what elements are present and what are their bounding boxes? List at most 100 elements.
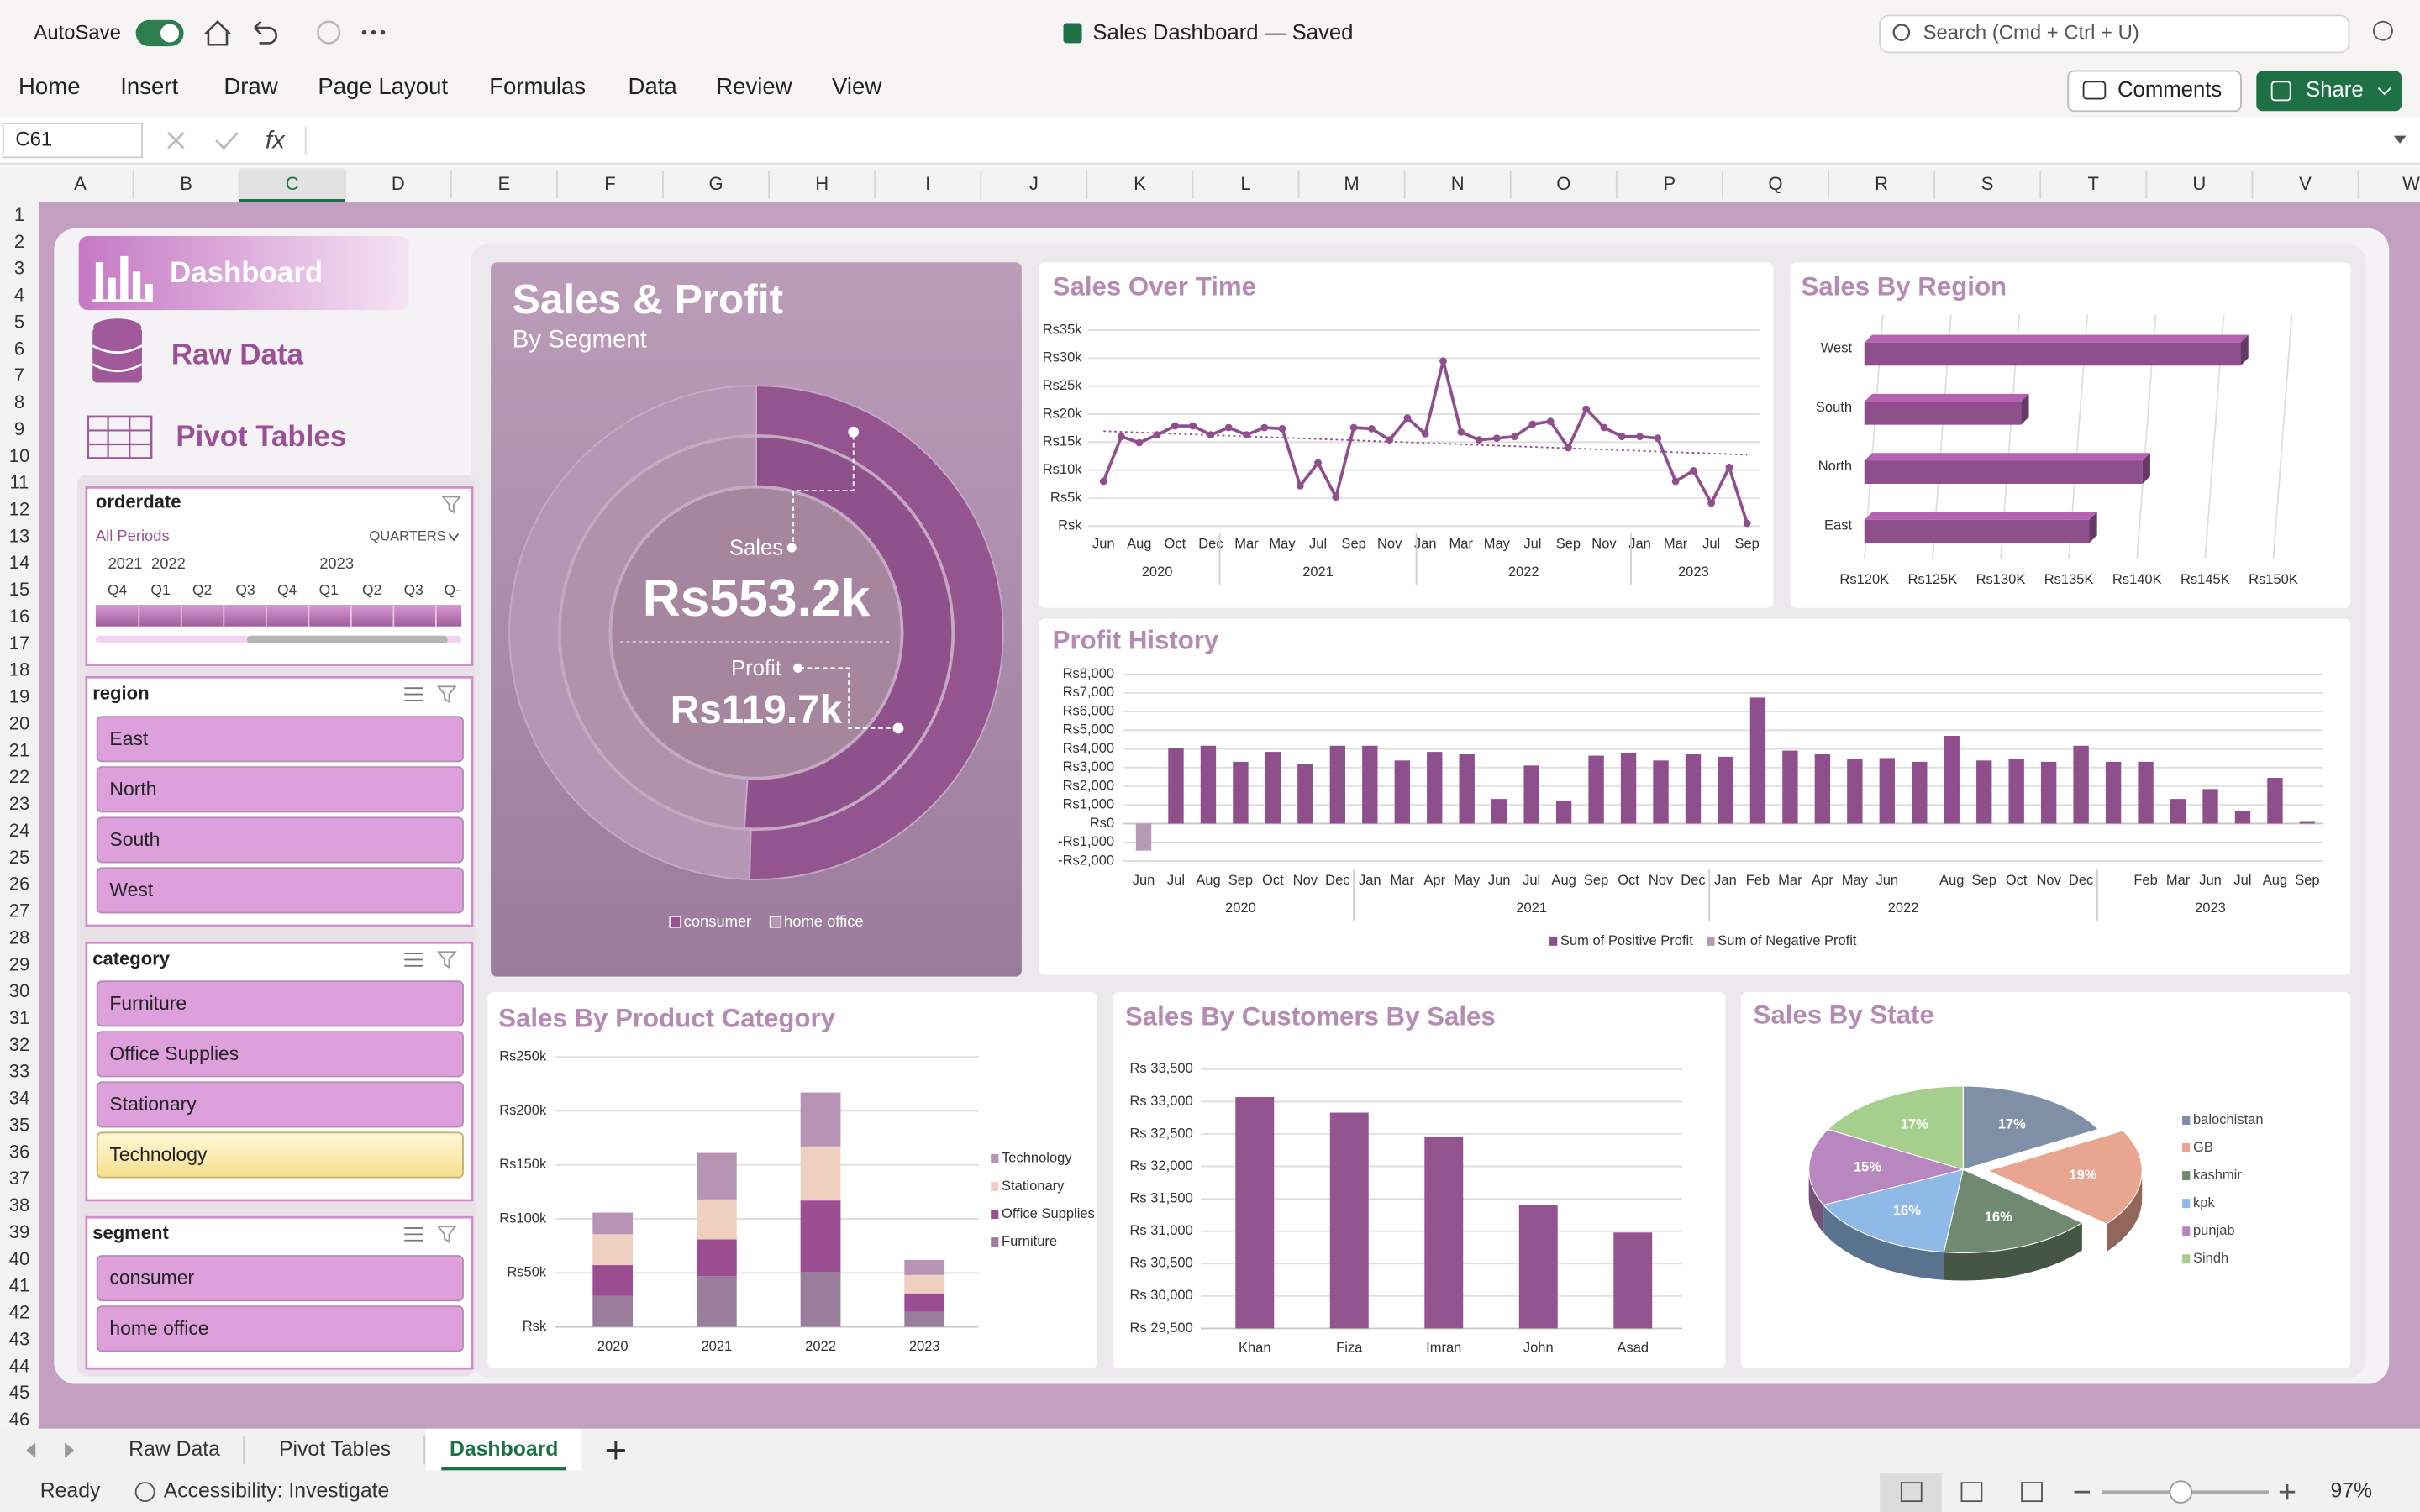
column-header[interactable]: K — [1134, 173, 1146, 194]
slicer-item[interactable] — [96, 1031, 464, 1078]
row-header[interactable]: 22 — [9, 766, 30, 787]
column-header[interactable]: L — [1240, 173, 1250, 194]
row-header[interactable]: 20 — [9, 712, 30, 733]
row-header[interactable]: 18 — [9, 659, 30, 680]
slicer-item[interactable] — [96, 1131, 464, 1179]
column-header[interactable]: G — [708, 173, 723, 194]
column-header[interactable]: D — [392, 173, 405, 194]
row-header[interactable]: 28 — [9, 927, 30, 948]
row-header[interactable]: 7 — [14, 365, 24, 386]
search-box[interactable] — [1879, 14, 2350, 54]
slicer-item[interactable] — [96, 816, 464, 864]
sheet-tab[interactable]: Dashboard — [450, 1438, 558, 1461]
column-header[interactable]: P — [1664, 173, 1676, 194]
ribbon-tab[interactable]: Review — [716, 73, 792, 99]
row-header[interactable]: 1 — [14, 204, 24, 225]
timeline-thumb[interactable] — [246, 635, 448, 643]
clear-filter-icon[interactable] — [436, 1226, 457, 1244]
row-header[interactable]: 37 — [9, 1168, 30, 1189]
column-header[interactable]: F — [604, 173, 615, 194]
row-header[interactable]: 2 — [14, 231, 24, 252]
row-header[interactable]: 31 — [9, 1007, 30, 1028]
row-header[interactable]: 26 — [9, 874, 30, 895]
row-header[interactable]: 10 — [9, 445, 30, 466]
row-header[interactable]: 9 — [14, 418, 24, 439]
row-header[interactable]: 19 — [9, 686, 30, 707]
sheet-tab[interactable]: Raw Data — [129, 1438, 220, 1461]
undo-icon[interactable] — [254, 20, 278, 45]
row-header[interactable]: 35 — [9, 1114, 30, 1135]
column-header[interactable]: H — [815, 173, 829, 194]
row-header[interactable]: 45 — [9, 1382, 30, 1403]
row-header[interactable]: 46 — [9, 1409, 30, 1430]
column-header[interactable]: Q — [1768, 173, 1782, 194]
row-header[interactable]: 8 — [14, 391, 24, 412]
row-header[interactable]: 40 — [9, 1248, 30, 1269]
home-icon[interactable] — [204, 19, 231, 46]
column-header[interactable]: T — [2088, 173, 2099, 194]
account-icon[interactable] — [2372, 20, 2393, 41]
slicer-item[interactable] — [96, 980, 464, 1027]
row-header[interactable]: 44 — [9, 1355, 30, 1376]
timeline-bar[interactable] — [95, 605, 462, 627]
column-header[interactable]: O — [1556, 173, 1570, 194]
column-header[interactable]: M — [1344, 173, 1359, 194]
column-header[interactable]: N — [1451, 173, 1465, 194]
row-header[interactable]: 11 — [10, 472, 29, 493]
timeline-level[interactable]: QUARTERS — [369, 528, 445, 544]
view-icon[interactable] — [1960, 1482, 1983, 1503]
sheet-tab[interactable]: Pivot Tables — [279, 1438, 391, 1461]
view-normal[interactable] — [1880, 1473, 1942, 1512]
column-header[interactable]: J — [1029, 173, 1039, 194]
comments-button[interactable] — [2067, 70, 2242, 113]
row-header[interactable]: 27 — [9, 900, 30, 921]
slicer-item[interactable] — [96, 716, 464, 763]
share-button[interactable] — [2256, 71, 2402, 112]
row-header[interactable]: 38 — [9, 1194, 30, 1215]
nav-dashboard[interactable] — [78, 236, 409, 311]
clear-filter-icon[interactable] — [441, 496, 462, 514]
ribbon-tab[interactable]: Insert — [120, 73, 178, 99]
column-header[interactable]: A — [74, 173, 87, 194]
column-header[interactable]: W — [2402, 173, 2420, 194]
status-zoom[interactable]: 97% — [2330, 1480, 2372, 1503]
row-header[interactable]: 5 — [14, 311, 24, 332]
zoom-thumb[interactable] — [2169, 1480, 2193, 1504]
ribbon-tab[interactable]: Formulas — [489, 73, 586, 99]
row-header[interactable]: 23 — [9, 793, 30, 814]
column-header[interactable]: U — [2192, 173, 2206, 194]
ribbon-tab[interactable]: Page Layout — [318, 73, 448, 99]
slicer-item[interactable] — [96, 766, 464, 813]
row-header[interactable]: 30 — [9, 980, 30, 1001]
row-header[interactable]: 13 — [9, 525, 30, 546]
column-header[interactable]: B — [180, 173, 192, 194]
row-header[interactable]: 4 — [14, 285, 24, 306]
row-header[interactable]: 24 — [9, 820, 30, 841]
tab-scroll-left[interactable] — [26, 1442, 36, 1458]
row-header[interactable]: 32 — [9, 1034, 30, 1055]
redo-icon[interactable] — [317, 20, 341, 45]
row-header[interactable]: 34 — [9, 1088, 30, 1109]
row-header[interactable]: 21 — [9, 739, 30, 760]
row-header[interactable]: 36 — [9, 1141, 30, 1162]
tab-scroll-right[interactable] — [65, 1442, 75, 1458]
slicer-item[interactable] — [96, 1081, 464, 1128]
row-header[interactable]: 16 — [9, 606, 30, 627]
ribbon-tab[interactable]: Draw — [224, 73, 277, 99]
slicer-item[interactable] — [96, 1255, 464, 1302]
row-header[interactable]: 41 — [9, 1275, 30, 1296]
row-header[interactable]: 39 — [9, 1221, 30, 1242]
status-accessibility[interactable]: Accessibility: Investigate — [164, 1480, 390, 1503]
ribbon-tab[interactable]: Data — [629, 73, 678, 99]
nav-label[interactable]: Raw Data — [171, 339, 304, 371]
nav-label[interactable]: Dashboard — [170, 256, 323, 289]
row-header[interactable]: 43 — [9, 1328, 30, 1349]
slicer-item[interactable] — [96, 867, 464, 914]
ribbon-tab[interactable]: View — [832, 73, 881, 99]
sheet-tab-active[interactable] — [425, 1428, 582, 1471]
column-header[interactable]: C — [286, 173, 299, 194]
add-sheet[interactable] — [606, 1441, 625, 1460]
row-header[interactable]: 29 — [9, 953, 30, 974]
row-header[interactable]: 25 — [9, 847, 30, 868]
clear-filter-icon[interactable] — [436, 951, 457, 969]
